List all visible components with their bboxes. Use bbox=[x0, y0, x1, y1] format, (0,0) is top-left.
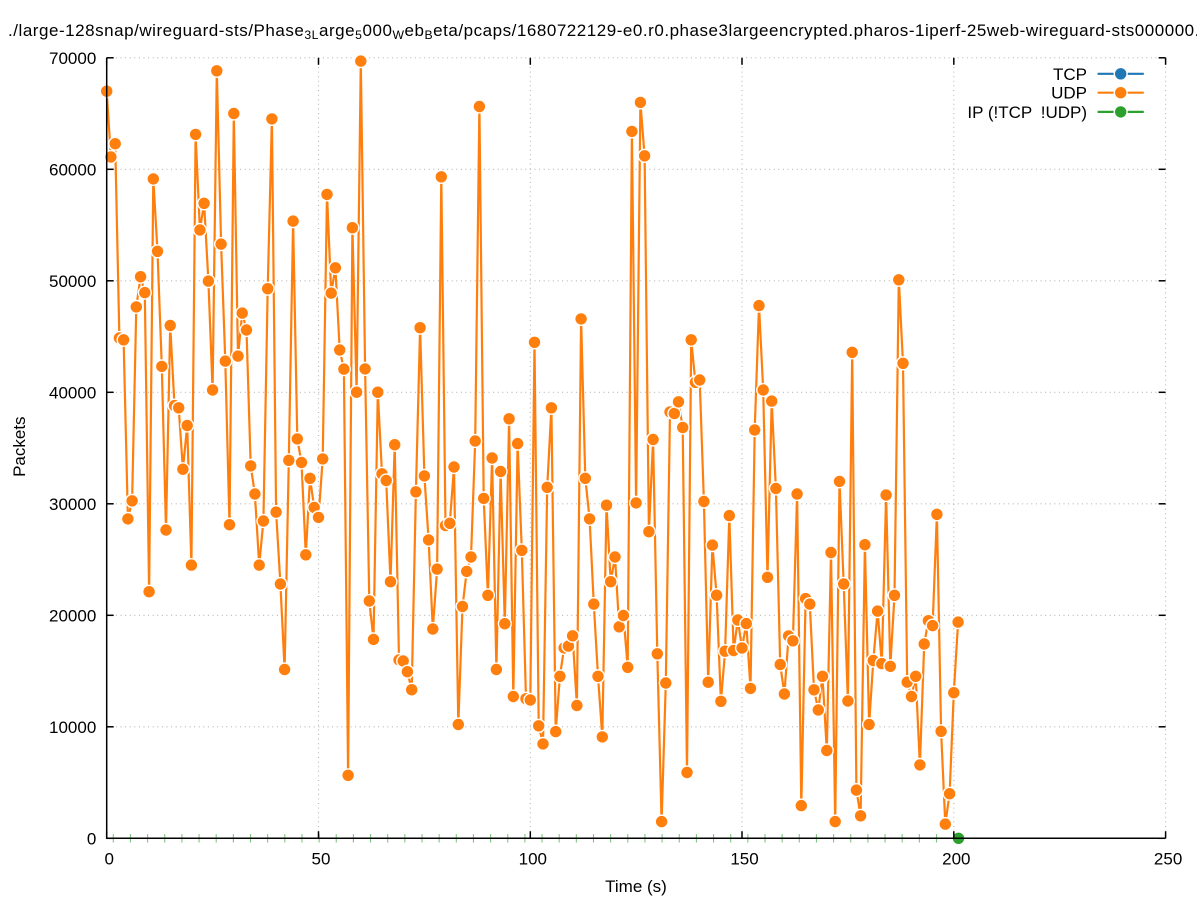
svg-text:50: 50 bbox=[312, 850, 331, 869]
svg-text:150: 150 bbox=[730, 850, 758, 869]
svg-text:10000: 10000 bbox=[49, 718, 96, 737]
svg-text:40000: 40000 bbox=[49, 383, 96, 402]
svg-text:UDP: UDP bbox=[1051, 84, 1087, 103]
svg-text:IP (!TCP !UDP): IP (!TCP !UDP) bbox=[967, 103, 1087, 122]
svg-text:0: 0 bbox=[87, 829, 96, 848]
svg-text:200: 200 bbox=[942, 850, 970, 869]
svg-text:Time (s): Time (s) bbox=[605, 877, 667, 896]
svg-text:30000: 30000 bbox=[49, 495, 96, 514]
svg-text:20000: 20000 bbox=[49, 606, 96, 625]
svg-text:70000: 70000 bbox=[49, 49, 96, 68]
svg-text:60000: 60000 bbox=[49, 160, 96, 179]
svg-text:0: 0 bbox=[104, 850, 113, 869]
svg-text:Packets: Packets bbox=[10, 416, 29, 476]
svg-text:100: 100 bbox=[519, 850, 547, 869]
svg-text:TCP: TCP bbox=[1053, 65, 1087, 84]
svg-text:50000: 50000 bbox=[49, 272, 96, 291]
svg-text:./large-128snap/wireguard-sts/: ./large-128snap/wireguard-sts/Phase3Larg… bbox=[8, 21, 1197, 42]
svg-text:250: 250 bbox=[1154, 850, 1182, 869]
